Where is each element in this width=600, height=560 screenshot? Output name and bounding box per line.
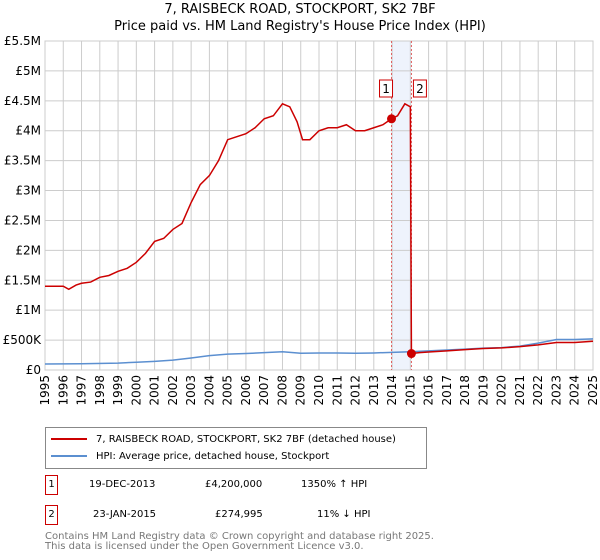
- x-tick-label: 2017: [440, 375, 454, 406]
- x-tick-label: 2009: [294, 375, 308, 406]
- x-tick-label: 1996: [56, 375, 70, 406]
- footer-line: This data is licensed under the Open Gov…: [45, 541, 364, 552]
- x-tick-label: 2015: [403, 375, 417, 406]
- x-tick-label: 2016: [422, 375, 436, 406]
- x-tick-label: 2023: [549, 375, 563, 406]
- transaction-row: 2 23-JAN-2015 £274,995 11% ↓ HPI: [45, 505, 445, 525]
- x-tick-label: 2018: [458, 375, 472, 406]
- y-tick-label: £0: [26, 363, 41, 377]
- x-tick-label: 2021: [513, 375, 527, 406]
- annotation-label: 1: [382, 82, 390, 96]
- y-tick-label: £2.5M: [4, 213, 41, 227]
- sale-point-marker: [387, 114, 397, 124]
- chart-subtitle: Price paid vs. HM Land Registry's House …: [114, 19, 486, 34]
- y-tick-label: £1.5M: [4, 273, 41, 287]
- y-tick-label: £1M: [15, 303, 41, 317]
- x-tick-label: 2020: [495, 375, 509, 406]
- sale-point-marker: [406, 349, 416, 359]
- legend-item-hpi: HPI: Average price, detached house, Stoc…: [51, 448, 329, 464]
- chart-title: 7, RAISBECK ROAD, STOCKPORT, SK2 7BF: [164, 2, 436, 17]
- plot-border: [44, 40, 594, 371]
- legend-item-property: 7, RAISBECK ROAD, STOCKPORT, SK2 7BF (de…: [51, 431, 396, 447]
- annotation-label: 2: [416, 82, 424, 96]
- x-tick-label: 2010: [312, 375, 326, 406]
- x-tick-label: 2014: [385, 375, 399, 406]
- marker-badge: 2: [45, 505, 58, 525]
- x-tick-label: 2019: [476, 375, 490, 406]
- x-tick-label: 2002: [166, 375, 180, 406]
- x-tick-label: 2005: [221, 375, 235, 406]
- transaction-row: 1 19-DEC-2013 £4,200,000 1350% ↑ HPI: [45, 475, 445, 495]
- date: 23-JAN-2015: [93, 509, 157, 520]
- legend: 7, RAISBECK ROAD, STOCKPORT, SK2 7BF (de…: [45, 427, 427, 469]
- hpi-diff: 1350% ↑ HPI: [301, 479, 368, 490]
- legend-label: HPI: Average price, detached house, Stoc…: [96, 450, 330, 462]
- x-tick-label: 2004: [202, 375, 216, 406]
- x-tick-label: 2013: [367, 375, 381, 406]
- x-tick-label: 2025: [586, 375, 600, 406]
- marker-badge: 1: [45, 475, 58, 495]
- y-tick-label: £5M: [15, 64, 41, 78]
- y-tick-label: £3M: [15, 184, 41, 198]
- x-tick-label: 2022: [531, 375, 545, 406]
- x-tick-label: 1997: [75, 375, 89, 406]
- price-paid-line: [45, 102, 594, 355]
- y-tick-label: £4M: [15, 124, 41, 138]
- x-tick-label: 1995: [38, 375, 52, 406]
- x-tick-label: 2024: [568, 375, 582, 406]
- x-tick-label: 1999: [111, 375, 125, 406]
- price-chart: £0 £500K £1M £1.5M £2M £2.5M £3M £3.5M £4M £4.5M £…: [3, 34, 600, 406]
- blue-line-swatch: [51, 455, 87, 457]
- x-tick-label: 2006: [239, 375, 253, 406]
- x-tick-label: 2003: [184, 375, 198, 406]
- x-tick-label: 2012: [349, 375, 363, 406]
- y-tick-label: £500K: [3, 333, 43, 347]
- x-tick-label: 1998: [93, 375, 107, 406]
- annotation-badge: [412, 79, 427, 98]
- x-tick-label: 2000: [129, 375, 143, 406]
- highlight-band: [391, 41, 412, 370]
- y-tick-label: £5.5M: [4, 34, 41, 48]
- date: 19-DEC-2013: [89, 479, 156, 490]
- price: £274,995: [215, 509, 263, 520]
- footer: Contains HM Land Registry data © Crown c…: [45, 532, 434, 552]
- x-tick-label: 2008: [275, 375, 289, 406]
- y-tick-label: £2M: [15, 243, 41, 257]
- annotation-badge: [379, 79, 394, 98]
- y-tick-label: £4.5M: [4, 94, 41, 108]
- hpi-diff: 11% ↓ HPI: [317, 509, 371, 520]
- legend-label: 7, RAISBECK ROAD, STOCKPORT, SK2 7BF (de…: [96, 433, 396, 445]
- x-tick-label: 2001: [148, 375, 162, 406]
- y-tick-label: £3.5M: [4, 154, 41, 168]
- footer-line: Contains HM Land Registry data © Crown c…: [45, 531, 434, 542]
- x-tick-label: 2007: [257, 375, 271, 406]
- red-line-swatch: [51, 438, 87, 440]
- price: £4,200,000: [205, 479, 263, 490]
- x-tick-label: 2011: [330, 375, 344, 406]
